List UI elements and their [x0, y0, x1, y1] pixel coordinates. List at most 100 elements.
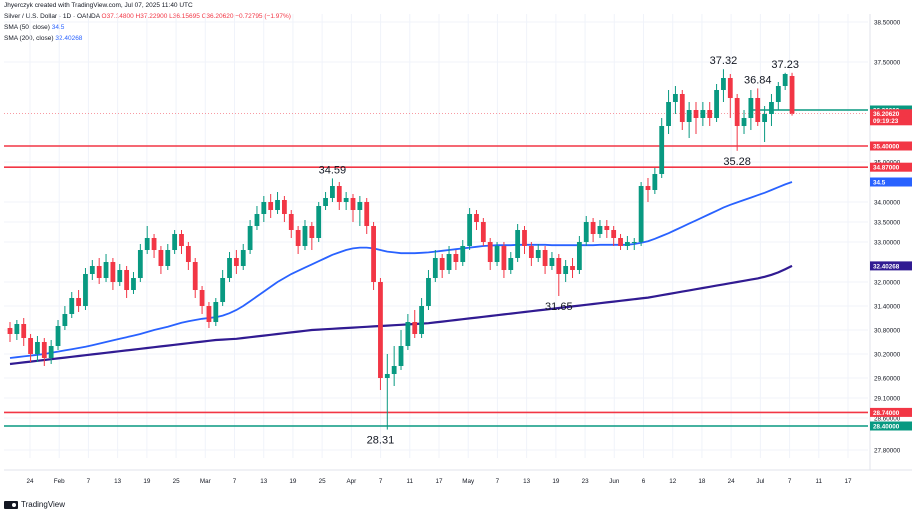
candle	[734, 94, 740, 151]
candle-body	[96, 266, 102, 278]
candle	[103, 254, 109, 282]
candle-body	[158, 250, 164, 266]
x-tick-label: 11	[816, 478, 823, 485]
tradingview-footer[interactable]: TradingView	[4, 500, 65, 509]
candle	[769, 94, 774, 126]
candle-body	[137, 250, 143, 278]
candle-body	[686, 110, 692, 122]
candle	[755, 88, 761, 126]
candle	[645, 178, 651, 202]
x-tick-label: 19	[289, 478, 297, 485]
candle-body	[727, 78, 733, 98]
candle	[542, 246, 548, 274]
candle	[295, 226, 301, 254]
candle	[28, 334, 33, 362]
candle	[240, 244, 246, 270]
candle	[721, 69, 726, 102]
level-price-tag	[870, 141, 912, 151]
price-annotation: 35.28	[723, 156, 751, 168]
y-tick-label: 28.60000	[874, 416, 901, 423]
candle-body	[117, 270, 123, 282]
candle-body	[446, 254, 452, 270]
candle-body	[419, 306, 424, 334]
candle	[501, 242, 507, 278]
candle-body	[679, 94, 685, 122]
candle	[247, 220, 253, 254]
candle	[625, 236, 630, 250]
x-tick-label: 13	[523, 478, 531, 485]
level-price-label: 28.40000	[873, 423, 900, 430]
candle	[83, 268, 88, 310]
candle	[137, 244, 143, 282]
y-tick-label: 29.60000	[874, 376, 901, 383]
candle-body	[604, 226, 610, 230]
candle-body	[769, 102, 774, 114]
candle	[576, 236, 582, 274]
candle-body	[501, 246, 507, 270]
candle-body	[192, 262, 198, 290]
sma200-label: SMA (200, close)	[4, 35, 54, 42]
candle-body	[336, 186, 342, 202]
symbol-ohlc-line: Silver / U.S. Dollar · 1D · OANDA O37.14…	[4, 13, 291, 20]
candle	[144, 226, 150, 254]
candle-body	[172, 234, 178, 250]
x-tick-label: 13	[114, 478, 122, 485]
x-tick-label: 23	[582, 478, 590, 485]
candle-body	[748, 98, 754, 118]
candle-body	[714, 90, 719, 118]
candle-body	[570, 266, 575, 270]
x-tick-label: 25	[173, 478, 181, 485]
candle	[611, 226, 617, 246]
sma50-value: 34.5	[51, 24, 65, 31]
candle	[638, 182, 644, 246]
candle	[782, 72, 788, 90]
candle	[14, 320, 20, 340]
candle-body	[350, 198, 356, 210]
candle-body	[556, 258, 562, 274]
candle-body	[412, 322, 418, 334]
candle-body	[227, 258, 232, 278]
candle-body	[590, 222, 596, 234]
price-tag	[870, 109, 912, 119]
candle	[89, 260, 95, 280]
candle	[192, 258, 198, 298]
candle-body	[48, 346, 54, 358]
sma200-line	[9, 264, 793, 366]
x-tick-label: 19	[552, 478, 560, 485]
candle	[165, 244, 171, 270]
candle-body	[268, 202, 274, 210]
x-tick-label: Jun	[609, 478, 620, 485]
candle-body	[254, 214, 260, 226]
candle-body	[378, 282, 383, 378]
candle-body	[535, 250, 541, 258]
sma200-layer	[9, 264, 793, 366]
candle	[762, 106, 767, 142]
sma50-legend[interactable]: SMA (50, close) 34.5	[4, 24, 64, 31]
candle-body	[371, 226, 376, 282]
candle	[364, 198, 370, 234]
candle-body	[55, 326, 61, 346]
candle-body	[165, 250, 171, 266]
candle	[41, 338, 47, 366]
x-tick-label: 7	[233, 478, 237, 485]
x-tick-label: 6	[642, 478, 646, 485]
price-tag-label: 36.20620	[873, 111, 900, 118]
candle-body	[233, 258, 239, 266]
candle	[570, 258, 575, 278]
candle	[528, 242, 534, 266]
candle	[275, 192, 280, 214]
sma200-legend[interactable]: SMA (200, close) 32.40268	[4, 35, 82, 42]
price-tag	[870, 116, 912, 126]
candle	[233, 250, 239, 274]
candle-body	[480, 222, 486, 242]
candle-body	[439, 258, 445, 270]
candle-body	[110, 262, 116, 282]
candle-body	[652, 174, 658, 190]
candle-body	[14, 324, 20, 334]
candle-body	[508, 258, 514, 270]
candle	[474, 210, 479, 230]
x-tick-label: Mar	[200, 478, 211, 485]
candle	[343, 192, 349, 210]
candle	[652, 168, 658, 194]
